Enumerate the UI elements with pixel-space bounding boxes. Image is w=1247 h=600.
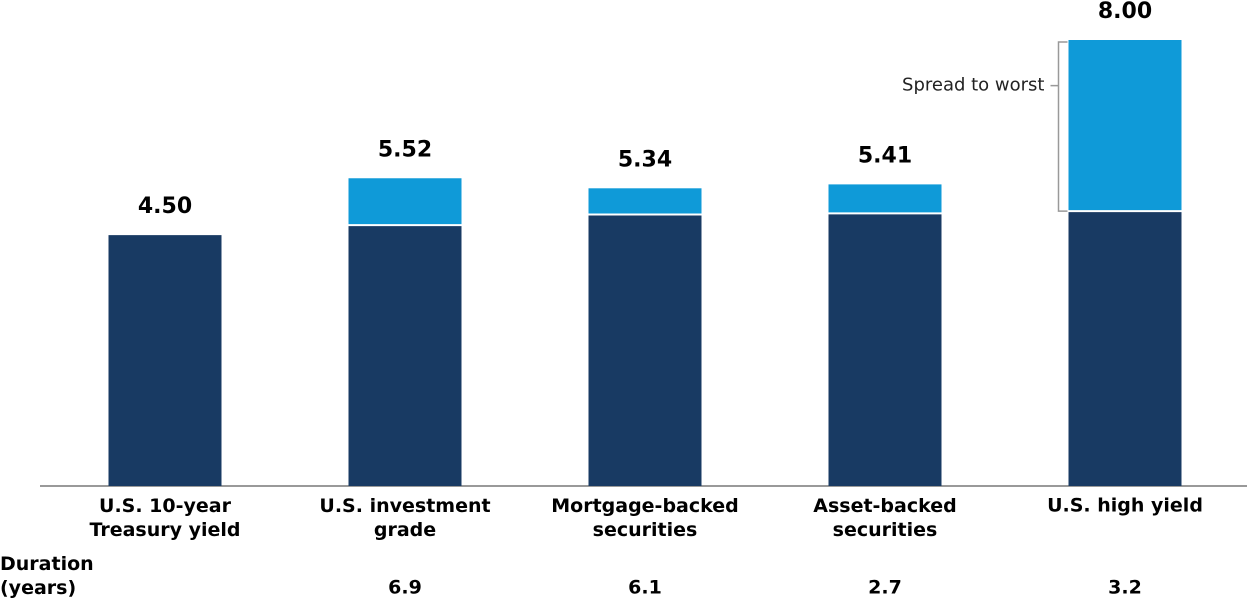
- duration-value: 6.9: [388, 577, 422, 599]
- bar-segment: [108, 235, 222, 486]
- annotation: Spread to worst: [902, 75, 1044, 96]
- bar-segment: [348, 178, 462, 226]
- total-label: 5.34: [618, 147, 672, 172]
- total-label: 5.41: [858, 143, 912, 168]
- bar-segment: [828, 184, 942, 214]
- total-label: 5.52: [378, 137, 432, 162]
- bar-segment: [588, 214, 702, 486]
- bar-segment: [828, 213, 942, 486]
- duration-value: 3.2: [1108, 577, 1142, 599]
- bar-segment: [1068, 40, 1182, 212]
- x-tick-label: Mortgage-backed securities: [551, 495, 739, 541]
- total-label: 4.50: [138, 194, 192, 219]
- duration-label: Duration (years): [0, 553, 94, 599]
- bar-segment: [1068, 211, 1182, 486]
- x-tick-label: U.S. 10-year Treasury yield: [89, 495, 240, 541]
- duration-value: 6.1: [628, 577, 662, 599]
- bracket: [1050, 41, 1068, 212]
- x-tick-label: Asset-backed securities: [813, 495, 956, 541]
- duration-value: 2.7: [868, 577, 902, 599]
- bar-segment: [588, 188, 702, 215]
- bar-segment: [348, 225, 462, 486]
- total-label: 8.00: [1098, 0, 1152, 24]
- x-tick-label: U.S. high yield: [1047, 495, 1203, 517]
- x-tick-label: U.S. investment grade: [319, 495, 490, 541]
